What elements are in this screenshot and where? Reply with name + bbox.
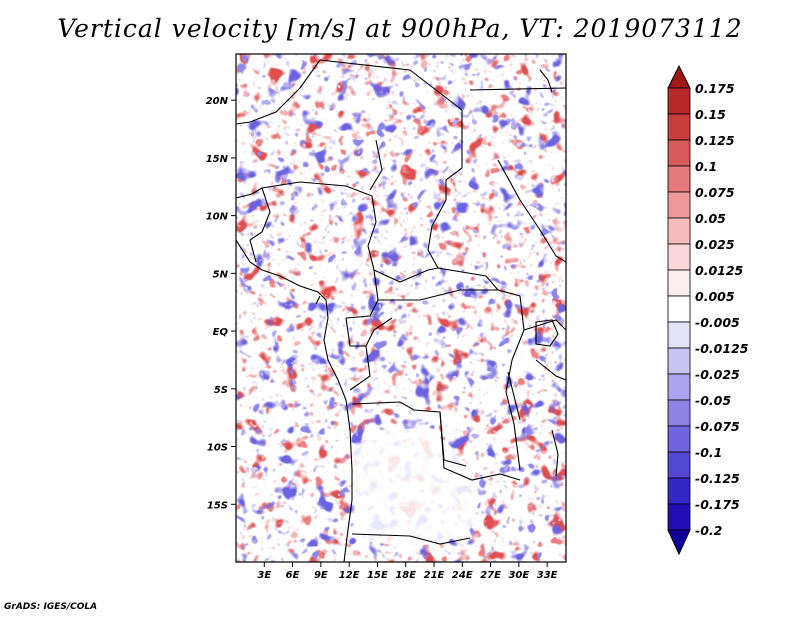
colorbar-label: -0.075 [695, 419, 740, 434]
x-tick-label: 9E [314, 570, 328, 581]
x-tick-label: 33E [537, 570, 558, 581]
lake-malawi [551, 429, 559, 477]
border-uganda-kenya [523, 319, 566, 331]
colorbar-label: 0.005 [695, 289, 735, 304]
border-egypt-sudan [445, 110, 463, 200]
grads-credit: GrADS: IGES/COLA [4, 602, 98, 612]
border-north-east [469, 87, 566, 91]
y-tick-label: 15N [206, 154, 229, 165]
x-tick-label: 24E [452, 570, 473, 581]
y-tick-label: 10S [207, 443, 228, 454]
x-tick-label: 15E [367, 570, 388, 581]
colorbar-swatch [667, 243, 691, 271]
colorbar-swatch [667, 347, 691, 375]
colorbar-label: -0.125 [695, 471, 740, 486]
colorbar-swatch [667, 87, 691, 115]
colorbar-swatch [667, 503, 691, 531]
border-zambia [439, 411, 521, 481]
border-niger-chad [369, 139, 383, 191]
colorbar-label: -0.025 [695, 367, 740, 382]
x-tick-label: 6E [286, 570, 300, 581]
border-mali-burkina [236, 187, 271, 241]
border-namibia [351, 533, 471, 545]
map-frame [235, 53, 567, 563]
lake-volta [315, 295, 321, 305]
border-car [373, 267, 439, 283]
colorbar-swatch [667, 321, 691, 349]
country-borders [236, 59, 566, 562]
colorbar-swatch [667, 165, 691, 193]
colorbar-label: -0.175 [695, 497, 740, 512]
x-tick-label: 30E [508, 570, 529, 581]
colorbar-swatch [667, 191, 691, 219]
colorbar-label: -0.0125 [695, 341, 749, 356]
colorbar-label: 0.1 [695, 159, 717, 174]
map-area [235, 53, 567, 563]
colorbar-label: 0.05 [695, 211, 726, 226]
colorbar-swatch [667, 451, 691, 479]
y-tick-label: 10N [206, 212, 229, 223]
colorbar-label: -0.1 [695, 445, 722, 460]
colorbar: 0.175 0.15 0.125 0.1 0.075 0.05 0.025 0.0125 0.0… [667, 64, 749, 556]
border-sudan-ethiopia [497, 159, 566, 263]
colorbar-swatch [667, 217, 691, 245]
colorbar-swatch [667, 425, 691, 453]
lake-tanganyika [507, 371, 521, 421]
colorbar-label: 0.075 [695, 185, 735, 200]
border-drc-north [378, 289, 521, 301]
red-sea-coast [539, 69, 553, 93]
border-tanzania [535, 359, 566, 381]
chart-title: Vertical velocity [m/s] at 900hPa, VT: 2… [57, 14, 743, 43]
y-tick-label: EQ [213, 327, 229, 338]
lake-victoria [535, 319, 559, 347]
colorbar-swatch [667, 477, 691, 505]
colorbar-label: 0.025 [695, 237, 735, 252]
x-tick-label: 12E [339, 570, 360, 581]
colorbar-swatch [667, 139, 691, 167]
border-chad-sudan [427, 199, 499, 291]
coastline-west [236, 239, 353, 562]
y-tick-label: 15S [207, 500, 228, 511]
x-tick-label: 18E [395, 570, 416, 581]
colorbar-swatch [667, 373, 691, 401]
colorbar-swatch [667, 399, 691, 427]
y-tick-label: 5N [213, 269, 229, 280]
y-tick-label: 20N [206, 96, 229, 107]
border-algeria-niger [319, 59, 463, 111]
colorbar-label: -0.2 [695, 523, 722, 538]
border-nigeria [261, 181, 377, 223]
colorbar-label: 0.125 [695, 133, 735, 148]
border-cameroon [345, 221, 379, 319]
near-zero-region [352, 428, 480, 546]
x-tick-label: 3E [257, 570, 271, 581]
colorbar-top-arrow [667, 64, 691, 89]
colorbar-label: 0.15 [695, 107, 726, 122]
colorbar-label: 0.0125 [695, 263, 744, 278]
colorbar-swatch [667, 269, 691, 297]
axes: 3E 6E 9E 12E 15E 18E 21E 24E 27E 30E 33E 20N 15N 10N 5… [206, 96, 558, 581]
border-drc-west [349, 345, 371, 391]
y-tick-label: 5S [214, 385, 228, 396]
x-tick-label: 27E [480, 570, 501, 581]
colorbar-swatch [667, 113, 691, 141]
border-libya-sudan [236, 59, 321, 125]
colorbar-label: 0.175 [695, 81, 735, 96]
border-ghana-togo [249, 239, 257, 263]
x-tick-label: 21E [424, 570, 445, 581]
colorbar-swatch [667, 295, 691, 323]
colorbar-label: -0.005 [695, 315, 740, 330]
border-drc-angola [351, 401, 467, 467]
colorbar-bottom-arrow [667, 529, 691, 556]
velocity-field [236, 54, 566, 562]
colorbar-label: -0.05 [695, 393, 731, 408]
